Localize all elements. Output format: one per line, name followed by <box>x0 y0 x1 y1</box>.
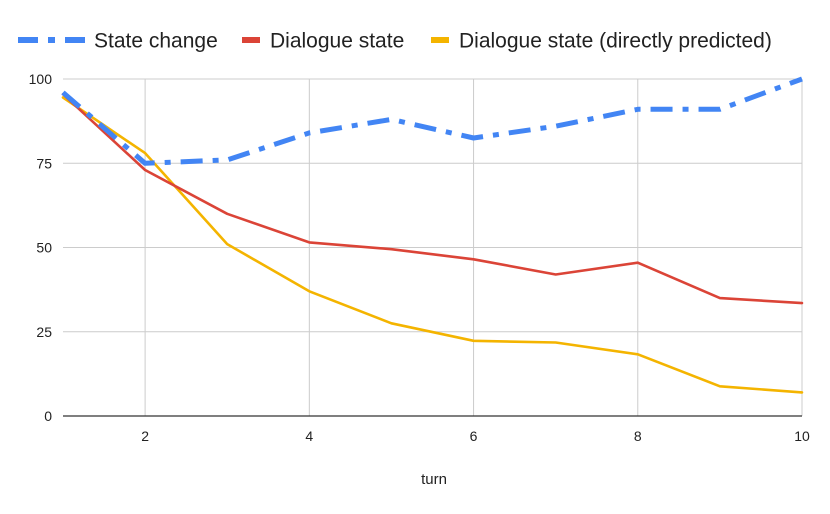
x-axis-label: turn <box>421 471 447 488</box>
x-tick-label: 2 <box>141 428 149 444</box>
legend-label: State change <box>94 30 218 53</box>
x-tick-label: 4 <box>305 428 313 444</box>
x-tick-label: 8 <box>634 428 642 444</box>
x-tick-label: 10 <box>794 428 810 444</box>
y-tick-label: 100 <box>29 71 53 87</box>
y-axis-ticks: 0 25 50 75 100 <box>29 71 53 424</box>
legend-label: Dialogue state (directly predicted) <box>459 30 772 53</box>
series-line-1 <box>61 92 804 305</box>
x-axis-ticks: 2 4 6 8 10 <box>141 428 810 444</box>
series-line-0 <box>61 76 803 166</box>
y-tick-label: 75 <box>36 155 52 171</box>
legend: State change Dialogue state Dialogue state… <box>18 30 772 53</box>
y-tick-label: 0 <box>44 408 52 424</box>
x-tick-label: 6 <box>470 428 478 444</box>
series-line-2 <box>61 96 804 394</box>
series-lines <box>61 76 804 394</box>
y-tick-label: 50 <box>36 240 52 256</box>
legend-label: Dialogue state <box>270 30 404 53</box>
y-tick-label: 25 <box>36 324 52 340</box>
